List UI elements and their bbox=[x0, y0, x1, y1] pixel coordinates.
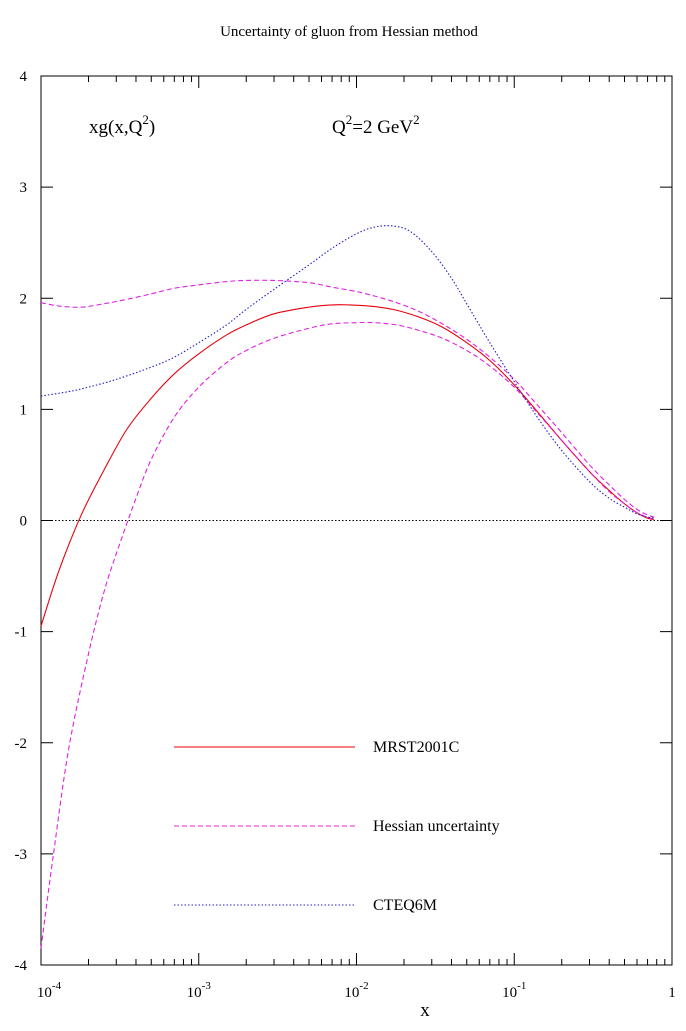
curve-label-xg: xg(x,Q2) bbox=[89, 112, 155, 138]
y-tick-label: 4 bbox=[20, 69, 28, 85]
series-line-mrst2001c bbox=[40, 304, 655, 627]
annotations: xg(x,Q2) Q2=2 GeV2 bbox=[89, 112, 420, 138]
y-tick-label: 0 bbox=[20, 514, 28, 530]
y-tick-label: 3 bbox=[20, 180, 28, 196]
y-tick-label: -2 bbox=[15, 736, 28, 752]
x-tick-label: 10-2 bbox=[344, 980, 368, 1001]
y-tick-labels: 4 3 2 1 0 -1 -2 -3 -4 bbox=[15, 69, 28, 974]
x-tick-label: 10-1 bbox=[502, 980, 526, 1001]
series-line-cteq6m bbox=[40, 225, 655, 519]
legend-label: MRST2001C bbox=[373, 739, 459, 756]
legend: MRST2001C Hessian uncertainty CTEQ6M bbox=[174, 739, 500, 914]
legend-label: CTEQ6M bbox=[373, 897, 437, 914]
axis-ticks bbox=[40, 75, 672, 966]
x-tick-label: 10-4 bbox=[37, 980, 62, 1001]
legend-label: Hessian uncertainty bbox=[373, 818, 500, 835]
scale-label-q2: Q2=2 GeV2 bbox=[332, 112, 420, 138]
series-layer bbox=[40, 225, 655, 949]
chart-title: Uncertainty of gluon from Hessian method bbox=[220, 24, 478, 40]
y-tick-label: 2 bbox=[20, 291, 28, 307]
x-axis-label: x bbox=[420, 1000, 430, 1021]
y-tick-label: -1 bbox=[15, 625, 28, 641]
y-tick-label: -4 bbox=[15, 958, 28, 974]
series-line-hessian-uncertainty bbox=[40, 279, 655, 518]
x-tick-label: 1 bbox=[668, 985, 676, 1001]
y-tick-label: -3 bbox=[15, 847, 28, 863]
series-line-hessian-lower bbox=[40, 321, 655, 949]
x-tick-label: 10-3 bbox=[187, 980, 212, 1001]
x-tick-labels: 10-4 10-3 10-2 10-1 1 bbox=[37, 980, 676, 1001]
y-tick-label: 1 bbox=[20, 402, 28, 418]
